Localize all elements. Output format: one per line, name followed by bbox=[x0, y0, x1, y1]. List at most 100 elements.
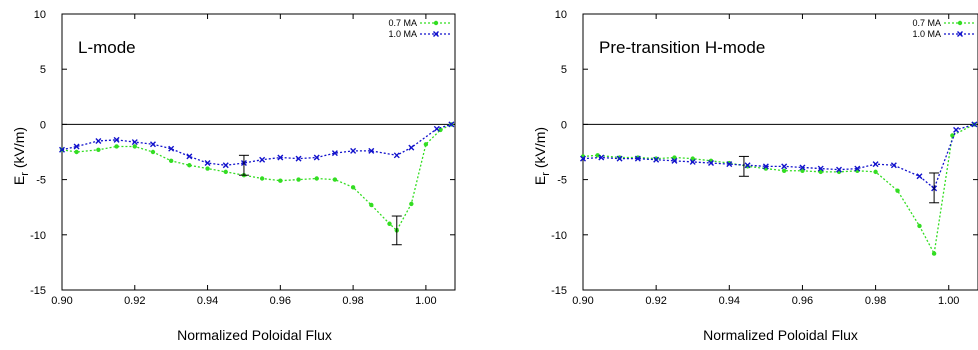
x-tick-label: 0.98 bbox=[865, 295, 886, 307]
data-point bbox=[314, 176, 319, 181]
data-point bbox=[95, 137, 102, 144]
data-point bbox=[916, 173, 923, 180]
legend-marker bbox=[957, 20, 963, 26]
y-axis-label: Er (kV/m) bbox=[11, 127, 31, 185]
data-point bbox=[950, 133, 955, 138]
series-line bbox=[582, 123, 975, 190]
data-point-stroke bbox=[186, 153, 193, 160]
series-1-0-ma bbox=[59, 121, 455, 169]
data-point bbox=[259, 176, 265, 181]
data-point-stroke bbox=[708, 160, 715, 167]
data-point-stroke bbox=[168, 145, 175, 152]
data-point-stroke bbox=[313, 154, 320, 161]
y-tick-label: -5 bbox=[557, 175, 567, 187]
data-point bbox=[387, 221, 392, 226]
x-tick-label: 0.92 bbox=[645, 295, 666, 307]
x-tick-label: 0.90 bbox=[51, 295, 72, 307]
data-point bbox=[331, 150, 338, 157]
data-point bbox=[448, 121, 455, 128]
chart-panel-1: -15 -10 -5 0 5 10 0.90 0.92 0.94 0.96 0.98 1.00 Norm… bbox=[11, 9, 456, 343]
legend-marker bbox=[433, 31, 439, 37]
series-line bbox=[582, 123, 975, 256]
y-tick-label: -15 bbox=[30, 285, 46, 297]
plot-frame bbox=[61, 13, 456, 291]
data-point bbox=[854, 165, 861, 172]
data-point bbox=[595, 153, 600, 158]
y-tick-label: -15 bbox=[551, 285, 567, 297]
y-axis-label: Er (kV/m) bbox=[532, 127, 552, 185]
data-point bbox=[114, 144, 119, 149]
data-point bbox=[598, 154, 605, 161]
data-point-stroke bbox=[277, 154, 284, 161]
legend-marker bbox=[957, 31, 963, 37]
data-point bbox=[113, 136, 120, 143]
legend-entry-label: 0.7 MA bbox=[912, 18, 941, 28]
data-point bbox=[350, 185, 356, 190]
data-point bbox=[96, 147, 101, 152]
data-point bbox=[672, 155, 677, 160]
data-point-stroke bbox=[580, 155, 586, 162]
x-tick-label: 0.96 bbox=[270, 295, 291, 307]
y-tick-label: -5 bbox=[36, 175, 46, 187]
x-tick-label: 1.00 bbox=[938, 295, 959, 307]
data-point bbox=[690, 156, 695, 161]
chart-panel-2: -15 -10 -5 0 5 10 0.90 0.92 0.94 0.96 0.98 1.00 Norm… bbox=[532, 9, 978, 343]
error-bar bbox=[929, 172, 940, 204]
data-point bbox=[799, 164, 806, 171]
data-point-stroke bbox=[634, 155, 641, 162]
data-point-stroke bbox=[953, 126, 960, 133]
y-tick-label: 0 bbox=[40, 119, 46, 131]
data-point-stroke bbox=[671, 157, 678, 164]
legend-entry-label: 1.0 MA bbox=[912, 29, 941, 39]
error-bar bbox=[238, 154, 249, 176]
data-point bbox=[433, 125, 440, 132]
data-point bbox=[205, 166, 210, 171]
error-bar bbox=[391, 215, 402, 246]
data-point bbox=[168, 145, 175, 152]
data-point-stroke bbox=[222, 162, 229, 169]
data-point bbox=[259, 156, 266, 163]
data-point-stroke bbox=[368, 147, 375, 154]
x-tick-label: 0.96 bbox=[792, 295, 813, 307]
data-point bbox=[781, 163, 788, 170]
data-point bbox=[187, 163, 192, 168]
data-point bbox=[423, 142, 429, 147]
y-tick-label: 5 bbox=[40, 64, 46, 76]
x-tick-label: 0.98 bbox=[342, 295, 363, 307]
data-point bbox=[931, 251, 937, 256]
data-point-stroke bbox=[799, 164, 806, 171]
data-point bbox=[408, 144, 415, 151]
data-point bbox=[368, 147, 375, 154]
data-point-stroke bbox=[295, 155, 302, 162]
series-line bbox=[61, 123, 452, 166]
data-point bbox=[350, 147, 357, 154]
series-0-7-ma bbox=[59, 122, 454, 233]
data-point bbox=[313, 154, 320, 161]
y-tick-label: -10 bbox=[30, 230, 46, 242]
x-tick-label: 0.94 bbox=[719, 295, 740, 307]
data-point bbox=[895, 188, 900, 193]
data-point bbox=[953, 126, 960, 133]
data-point bbox=[762, 163, 769, 170]
data-point bbox=[369, 202, 374, 208]
data-point-stroke bbox=[744, 162, 751, 169]
error-bar bbox=[738, 155, 749, 177]
data-point-stroke bbox=[817, 165, 824, 172]
data-point bbox=[634, 155, 641, 162]
data-point bbox=[917, 223, 922, 229]
data-point-stroke bbox=[653, 156, 660, 163]
data-point-stroke bbox=[689, 158, 696, 165]
legend-entry-label: 0.7 MA bbox=[388, 18, 417, 28]
legend-marker bbox=[433, 20, 439, 26]
data-point bbox=[132, 144, 137, 149]
y-tick-label: 5 bbox=[561, 64, 567, 76]
data-point bbox=[653, 156, 660, 163]
x-axis-label: Normalized Poloidal Flux bbox=[703, 327, 858, 343]
data-point bbox=[295, 155, 302, 162]
data-point-stroke bbox=[204, 160, 211, 167]
data-point-stroke bbox=[95, 137, 102, 144]
data-point bbox=[689, 158, 696, 165]
data-point-stroke bbox=[331, 150, 338, 157]
data-point bbox=[168, 158, 174, 164]
